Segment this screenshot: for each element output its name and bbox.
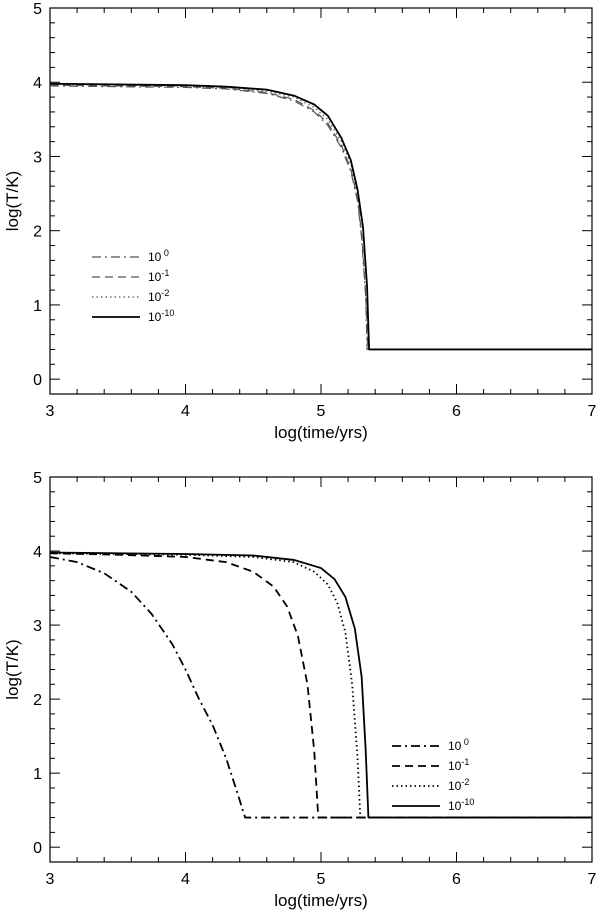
y-tick-label: 4 xyxy=(33,75,42,92)
y-tick-label: 3 xyxy=(33,618,42,635)
top-chart: 3 4 5 6 7 0 1 2 3 4 5 log(time/yrs) log(T/K) 10 0 10-1… xyxy=(3,1,597,442)
x-axis-title: log(time/yrs) xyxy=(274,891,368,910)
y-axis-title: log(T/K) xyxy=(3,639,22,699)
y-tick-label: 3 xyxy=(33,149,42,166)
bottom-chart: 3 4 5 6 7 0 1 2 3 4 5 log(time/yrs) log(T/K) 10 0 10-1… xyxy=(3,470,597,910)
x-tick-label: 5 xyxy=(317,403,326,420)
series-line-0 xyxy=(49,85,592,351)
legend-label-3: 10-10 xyxy=(148,308,174,324)
y-tick-label: 5 xyxy=(33,1,42,18)
plot-frame xyxy=(49,476,593,863)
x-tick-label: 4 xyxy=(181,871,190,888)
legend-label-0: 10 0 xyxy=(148,248,169,264)
x-tick-label: 3 xyxy=(46,871,55,888)
y-tick-label: 1 xyxy=(33,766,42,783)
x-tick-label: 6 xyxy=(452,403,461,420)
y-tick-label: 2 xyxy=(33,224,42,241)
series-line-1 xyxy=(49,552,592,819)
legend: 10 0 10-1 10-2 10-10 xyxy=(392,737,474,813)
plot-frame xyxy=(49,7,593,395)
y-tick-label: 5 xyxy=(33,470,42,487)
x-tick-label: 7 xyxy=(588,871,597,888)
y-tick-label: 1 xyxy=(33,298,42,315)
x-tick-label: 5 xyxy=(317,871,326,888)
series-line-1 xyxy=(49,84,592,351)
legend-label-3: 10-10 xyxy=(448,797,474,813)
legend-label-0: 10 0 xyxy=(448,737,469,753)
legend-label-2: 10-2 xyxy=(448,777,469,793)
x-tick-label: 3 xyxy=(46,403,55,420)
series-line-2 xyxy=(49,83,592,351)
y-tick-label: 0 xyxy=(33,372,42,389)
x-tick-label: 6 xyxy=(452,871,461,888)
series-line-0 xyxy=(49,556,592,819)
legend-label-2: 10-2 xyxy=(148,288,169,304)
legend-label-1: 10-1 xyxy=(448,757,469,773)
y-axis-title: log(T/K) xyxy=(3,171,22,231)
x-tick-label: 7 xyxy=(588,403,597,420)
series-line-3 xyxy=(49,551,592,819)
legend: 10 0 10-1 10-2 10-10 xyxy=(92,248,174,324)
x-tick-label: 4 xyxy=(181,403,190,420)
y-tick-label: 0 xyxy=(33,840,42,857)
legend-label-1: 10-1 xyxy=(148,268,169,284)
x-axis-title: log(time/yrs) xyxy=(274,423,368,442)
y-tick-label: 2 xyxy=(33,692,42,709)
series-line-3 xyxy=(49,82,592,351)
y-tick-label: 4 xyxy=(33,544,42,561)
